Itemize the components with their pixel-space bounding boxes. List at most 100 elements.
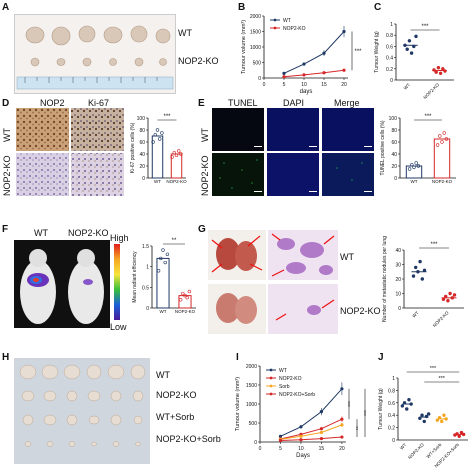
y-axis-label: TUNEL positive cells (%) <box>380 120 386 175</box>
panel-e-chart: 0 20 40 60 80 100 WT NOP2-KO TUNEL positive cell… <box>380 114 456 184</box>
data-point <box>416 164 421 168</box>
bar <box>170 153 183 179</box>
y-axis-label: Tumour Weight (g) <box>378 388 384 430</box>
data-point <box>412 165 416 169</box>
y-tick-label: 30 <box>395 263 401 269</box>
category-label: NOP2-KO <box>432 310 450 328</box>
data-point <box>299 425 303 429</box>
data-point <box>299 434 303 438</box>
y-tick-label: 0 <box>394 176 397 182</box>
panel-g-row1: WT <box>340 252 354 262</box>
category-label: WT <box>411 310 420 319</box>
data-point <box>163 260 167 265</box>
x-axis-label: Days <box>296 453 310 459</box>
data-point <box>434 70 438 74</box>
y-tick-label: 1000 <box>246 402 257 408</box>
panel-e-col2: DAPI <box>283 98 305 108</box>
panel-a-tumour-photo <box>14 14 176 94</box>
data-point <box>402 401 407 405</box>
y-tick-label: 500 <box>249 421 258 427</box>
data-point <box>172 151 176 155</box>
panel-f-letter: F <box>2 224 9 235</box>
significance-mark: *** <box>430 242 438 248</box>
y-tick-label: 1 <box>390 22 393 28</box>
category-label: WT <box>399 442 408 451</box>
significance-mark: *** <box>354 49 362 55</box>
tumour-photo-drawing <box>15 15 175 93</box>
panel-h-letter: H <box>2 352 10 363</box>
x-tick-label: 20 <box>339 446 345 452</box>
data-point <box>418 259 422 264</box>
category-label: WT+Sorb <box>425 442 442 459</box>
data-point <box>450 296 455 300</box>
data-point <box>407 397 411 402</box>
data-point <box>322 71 326 75</box>
panel-f-chart: 0 0.5 1 1.5 WT NOP2-KO Mean radiant efficiency… <box>132 238 196 314</box>
legend-entry: WT <box>279 368 287 374</box>
bar <box>433 138 451 179</box>
x-tick-label: 10 <box>301 82 307 88</box>
data-point <box>443 69 447 73</box>
panel-g-chart: 0 10 20 30 40 WT NOP2-KO Number of metastatic n… <box>382 236 464 328</box>
data-point <box>151 140 155 144</box>
data-point <box>158 137 162 141</box>
panel-f-col1: WT <box>34 228 48 238</box>
x-tick-label: 5 <box>283 82 286 88</box>
data-point <box>185 295 189 300</box>
data-point <box>160 131 164 135</box>
data-point <box>342 68 346 72</box>
y-tick-label: 0 <box>390 78 393 84</box>
data-point <box>420 277 424 281</box>
data-point <box>420 413 424 417</box>
legend-marker <box>269 384 273 388</box>
y-tick-label: 80 <box>391 128 397 134</box>
data-point <box>153 133 157 137</box>
data-point <box>159 256 163 261</box>
y-tick-label: 0.6 <box>386 44 393 50</box>
category-label: NOP2-KO <box>175 309 196 314</box>
data-point <box>176 149 181 153</box>
panel-d-row2: NOP2-KO <box>2 155 12 196</box>
x-tick-label: 10 <box>298 446 304 452</box>
data-point <box>407 39 412 43</box>
significance-mark: *** <box>430 366 437 372</box>
series-line <box>283 31 345 74</box>
bar <box>178 295 192 309</box>
data-point <box>165 252 170 256</box>
data-point <box>442 131 446 135</box>
data-point <box>436 65 441 70</box>
panel-e-col3: Merge <box>334 98 360 108</box>
legend-entry: NOP2-KO+Sorb <box>279 392 315 398</box>
panel-d-ihc-images <box>16 108 124 196</box>
y-axis-label: Mean radiant efficiency <box>132 251 138 303</box>
legend-marker <box>269 376 273 380</box>
x-tick-label: 15 <box>319 446 325 452</box>
data-point <box>340 435 344 439</box>
series-line <box>280 418 343 440</box>
data-point <box>440 140 444 144</box>
y-tick-label: 0 <box>146 306 149 312</box>
data-point <box>322 51 326 55</box>
panel-f-scale-low: Low <box>110 322 127 332</box>
legend-marker <box>273 18 277 22</box>
panel-c-chart: 0 0.2 0.4 0.6 0.8 1 WT NOP2-KO Tumour Weight (g)… <box>374 22 454 100</box>
y-tick-label: 20 <box>391 164 397 170</box>
data-point <box>299 438 303 442</box>
bar <box>151 135 164 179</box>
panel-f-ivis-images <box>14 240 110 328</box>
legend-entry: WT <box>283 18 291 24</box>
data-point <box>407 167 412 171</box>
data-point <box>443 294 448 299</box>
panel-e-letter: E <box>198 98 205 109</box>
data-point <box>181 291 185 296</box>
category-label: NOP2-KO <box>407 442 425 460</box>
data-point <box>178 298 183 302</box>
data-point <box>340 423 344 427</box>
data-point <box>174 153 179 157</box>
y-tick-label: 1.5 <box>142 244 149 250</box>
data-point <box>413 265 418 270</box>
data-point <box>452 293 457 297</box>
panel-i-letter: I <box>236 352 239 363</box>
y-tick-label: 20 <box>395 277 401 283</box>
